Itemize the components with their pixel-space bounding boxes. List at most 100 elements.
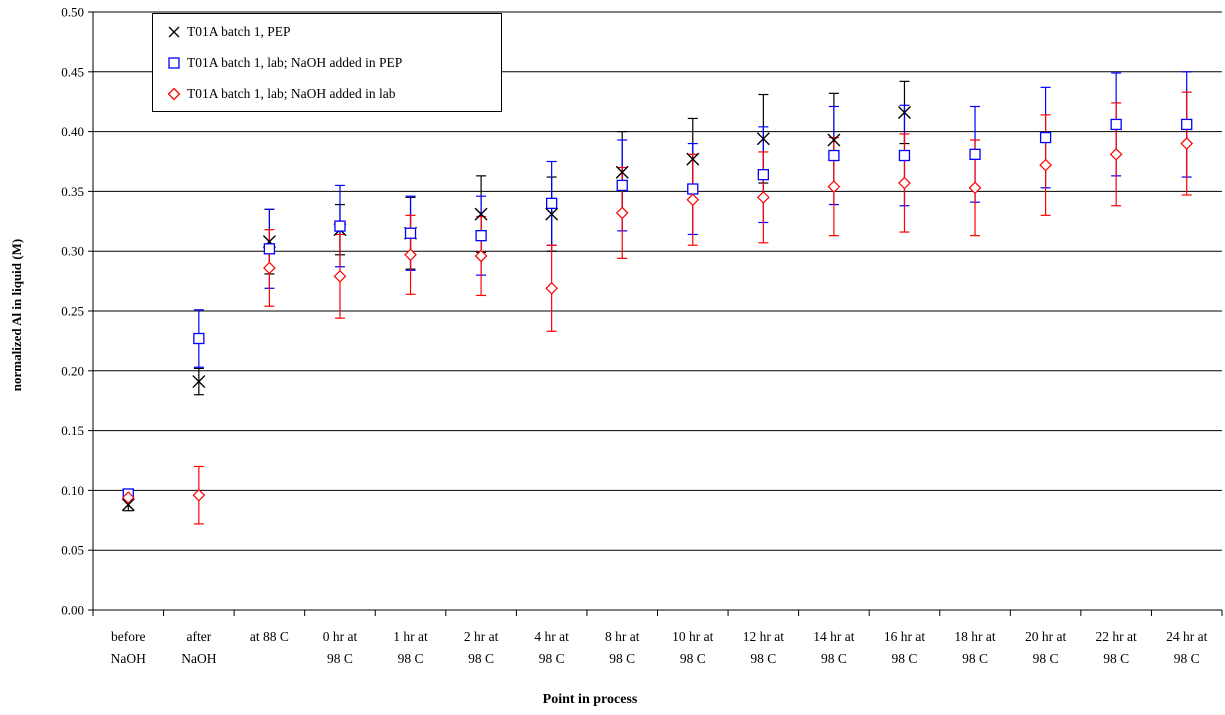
data-point-diamond — [898, 176, 911, 190]
x-axis-title: Point in process — [542, 692, 638, 707]
x-marker-stroke — [686, 152, 700, 166]
x-tick-label: 98 C — [1103, 651, 1129, 666]
x-tick-label: 98 C — [750, 651, 776, 666]
data-point-square — [616, 179, 628, 192]
x-tick-label: 10 hr at — [672, 629, 713, 644]
data-point-x — [615, 165, 629, 179]
legend: T01A batch 1, PEP T01A batch 1, lab; NaO… — [152, 13, 502, 112]
data-point-diamond — [474, 249, 488, 263]
data-point-square — [898, 149, 911, 162]
x-marker-icon — [168, 26, 180, 38]
x-tick-label: NaOH — [111, 651, 146, 666]
legend-label: T01A batch 1, lab; NaOH added in PEP — [187, 55, 403, 70]
x-marker-stroke — [545, 207, 559, 221]
x-tick-label: before — [111, 629, 145, 644]
x-tick-label: 98 C — [821, 651, 847, 666]
y-tick-label: 0.25 — [61, 304, 84, 319]
legend-item-lab-naoh-lab: T01A batch 1, lab; NaOH added in lab — [167, 84, 395, 104]
legend-item-lab-naoh-pep: T01A batch 1, lab; NaOH added in PEP — [167, 53, 402, 73]
y-tick-label: 0.30 — [61, 244, 84, 259]
y-tick-label: 0.40 — [61, 124, 84, 139]
data-point-square — [404, 227, 417, 239]
data-point-square — [546, 197, 558, 210]
x-marker-stroke — [192, 375, 206, 389]
x-tick-label: 98 C — [1174, 651, 1200, 666]
y-tick-label: 0.45 — [61, 64, 84, 79]
legend-label: T01A batch 1, lab; NaOH added in lab — [187, 86, 396, 101]
legend-label: T01A batch 1, PEP — [187, 24, 291, 39]
data-point-square — [193, 332, 205, 345]
data-point-diamond — [545, 281, 559, 295]
data-point-square — [969, 148, 981, 160]
data-point-square — [263, 243, 276, 255]
data-point-square — [757, 169, 769, 181]
x-tick-label: 98 C — [609, 651, 635, 666]
data-point-square — [828, 149, 840, 162]
x-tick-label: 1 hr at — [393, 629, 428, 644]
data-point-diamond — [615, 206, 629, 220]
data-point-diamond — [333, 269, 347, 283]
x-tick-label: 14 hr at — [813, 629, 854, 644]
x-tick-label: 98 C — [1033, 651, 1059, 666]
data-point-square — [475, 230, 487, 242]
data-point-diamond — [1039, 158, 1052, 172]
y-axis-title-wrap: normalized Al in liquid (M) — [2, 180, 32, 450]
diamond-marker-icon — [167, 87, 181, 101]
x-tick-label: 20 hr at — [1025, 629, 1066, 644]
data-point-square — [1110, 118, 1122, 131]
x-tick-label: 0 hr at — [323, 629, 358, 644]
data-point-diamond — [827, 180, 841, 193]
x-marker-stroke — [756, 132, 770, 146]
data-point-x — [756, 132, 770, 146]
data-point-square — [1181, 118, 1193, 131]
data-point-diamond — [121, 491, 135, 504]
y-axis-title: normalized Al in liquid (M) — [9, 238, 24, 392]
x-marker-stroke — [897, 105, 911, 119]
x-tick-label: 24 hr at — [1166, 629, 1207, 644]
x-marker-stroke — [121, 498, 135, 512]
data-point-diamond — [404, 248, 417, 262]
y-tick-label: 0.00 — [61, 603, 84, 618]
y-tick-label: 0.20 — [61, 363, 84, 378]
data-point-square — [334, 220, 346, 232]
x-tick-label: 98 C — [327, 651, 353, 666]
x-marker-stroke — [615, 165, 629, 179]
x-marker-stroke — [827, 133, 841, 147]
y-tick-label: 0.10 — [61, 483, 84, 498]
data-point-x — [686, 152, 700, 166]
data-point-diamond — [756, 191, 770, 204]
y-tick-label: 0.05 — [61, 543, 84, 558]
data-point-diamond — [263, 261, 276, 275]
legend-item-pep: T01A batch 1, PEP — [167, 22, 291, 42]
square-marker-icon — [168, 57, 180, 69]
data-point-diamond — [686, 193, 700, 207]
data-point-x — [897, 105, 911, 119]
x-tick-label: 98 C — [962, 651, 988, 666]
x-tick-label: 98 C — [539, 651, 565, 666]
y-tick-label: 0.50 — [61, 5, 84, 20]
x-tick-label: 4 hr at — [534, 629, 569, 644]
data-point-diamond — [1180, 137, 1194, 150]
x-tick-label: 18 hr at — [954, 629, 995, 644]
x-tick-label: after — [186, 629, 211, 644]
y-tick-label: 0.15 — [61, 423, 84, 438]
x-tick-label: at 88 C — [250, 629, 289, 644]
x-tick-label: 12 hr at — [743, 629, 784, 644]
data-point-diamond — [1109, 147, 1123, 161]
x-tick-label: 98 C — [892, 651, 918, 666]
x-tick-label: 98 C — [680, 651, 706, 666]
x-tick-label: 16 hr at — [884, 629, 925, 644]
data-point-x — [545, 207, 559, 221]
data-point-square — [687, 183, 699, 195]
data-point-x — [121, 498, 135, 512]
data-point-x — [827, 133, 841, 147]
data-point-square — [1039, 131, 1052, 144]
y-tick-label: 0.35 — [61, 184, 84, 199]
x-tick-label: NaOH — [181, 651, 216, 666]
data-point-diamond — [192, 488, 206, 502]
x-tick-label: 8 hr at — [605, 629, 640, 644]
data-point-x — [192, 375, 206, 389]
x-tick-label: 98 C — [468, 651, 494, 666]
x-tick-label: 2 hr at — [464, 629, 499, 644]
data-point-diamond — [968, 181, 982, 195]
